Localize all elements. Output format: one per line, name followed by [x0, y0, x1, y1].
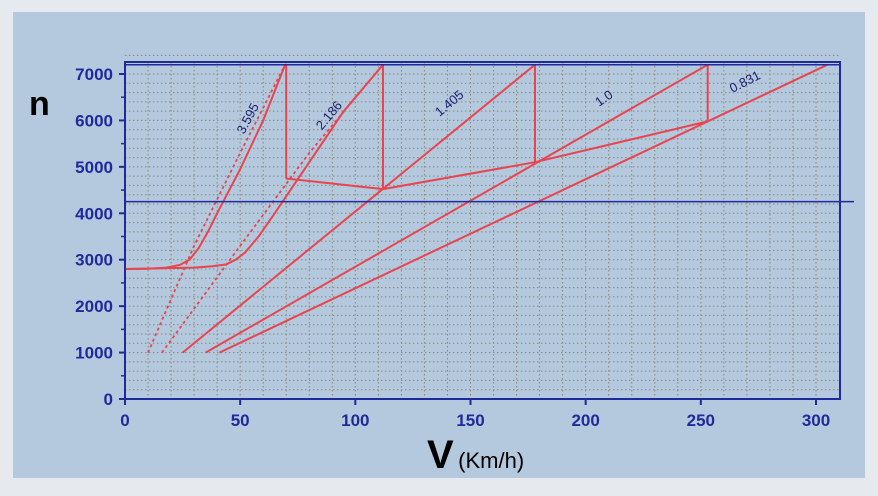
x-tick-label: 0 [120, 411, 129, 430]
x-tick-label: 250 [687, 411, 715, 430]
y-tick-label: 4000 [75, 204, 113, 223]
x-tick-label: 150 [456, 411, 484, 430]
series-label-1-405: 1.405 [432, 87, 467, 119]
series-line-1-0 [205, 63, 709, 354]
series-line-2-186 [124, 64, 384, 270]
y-tick-label: 7000 [75, 65, 113, 84]
shift-connector [286, 177, 384, 191]
series-dotted-2-186 [161, 64, 384, 354]
series-layer [124, 63, 828, 354]
y-tick-label: 2000 [75, 297, 113, 316]
y-tick-label: 6000 [75, 111, 113, 130]
y-tick-label: 5000 [75, 158, 113, 177]
shift-connector [534, 120, 708, 164]
series-label-0-831: 0.831 [727, 68, 763, 96]
y-tick-label: 0 [104, 390, 113, 409]
axes: 0 1000 2000 3000 4000 5000 6000 7000 0 50 100 150 20… [75, 61, 854, 430]
x-tick-label: 100 [341, 411, 369, 430]
x-axis-title-main: V [427, 433, 454, 477]
grid [124, 54, 840, 400]
series-label-1-0: 1.0 [592, 87, 615, 110]
series-line-0-831 [218, 63, 828, 354]
series-line-1-405 [181, 63, 536, 354]
y-tick-label: 1000 [75, 344, 113, 363]
shift-connector [382, 161, 536, 191]
y-tick-label: 3000 [75, 251, 113, 270]
x-tick-label: 200 [571, 411, 599, 430]
x-axis-title-unit: (Km/h) [458, 448, 524, 473]
x-tick-label: 50 [231, 411, 250, 430]
y-axis-title: n [29, 85, 50, 123]
x-tick-label: 300 [802, 411, 830, 430]
chart-panel: 0 1000 2000 3000 4000 5000 6000 7000 0 50 100 150 20… [13, 12, 865, 478]
gear-speed-chart: 0 1000 2000 3000 4000 5000 6000 7000 0 50 100 150 20… [29, 54, 854, 477]
x-axis-title: V (Km/h) [427, 433, 524, 477]
plot-frame [124, 61, 841, 400]
series-dotted-3-595 [147, 64, 286, 353]
